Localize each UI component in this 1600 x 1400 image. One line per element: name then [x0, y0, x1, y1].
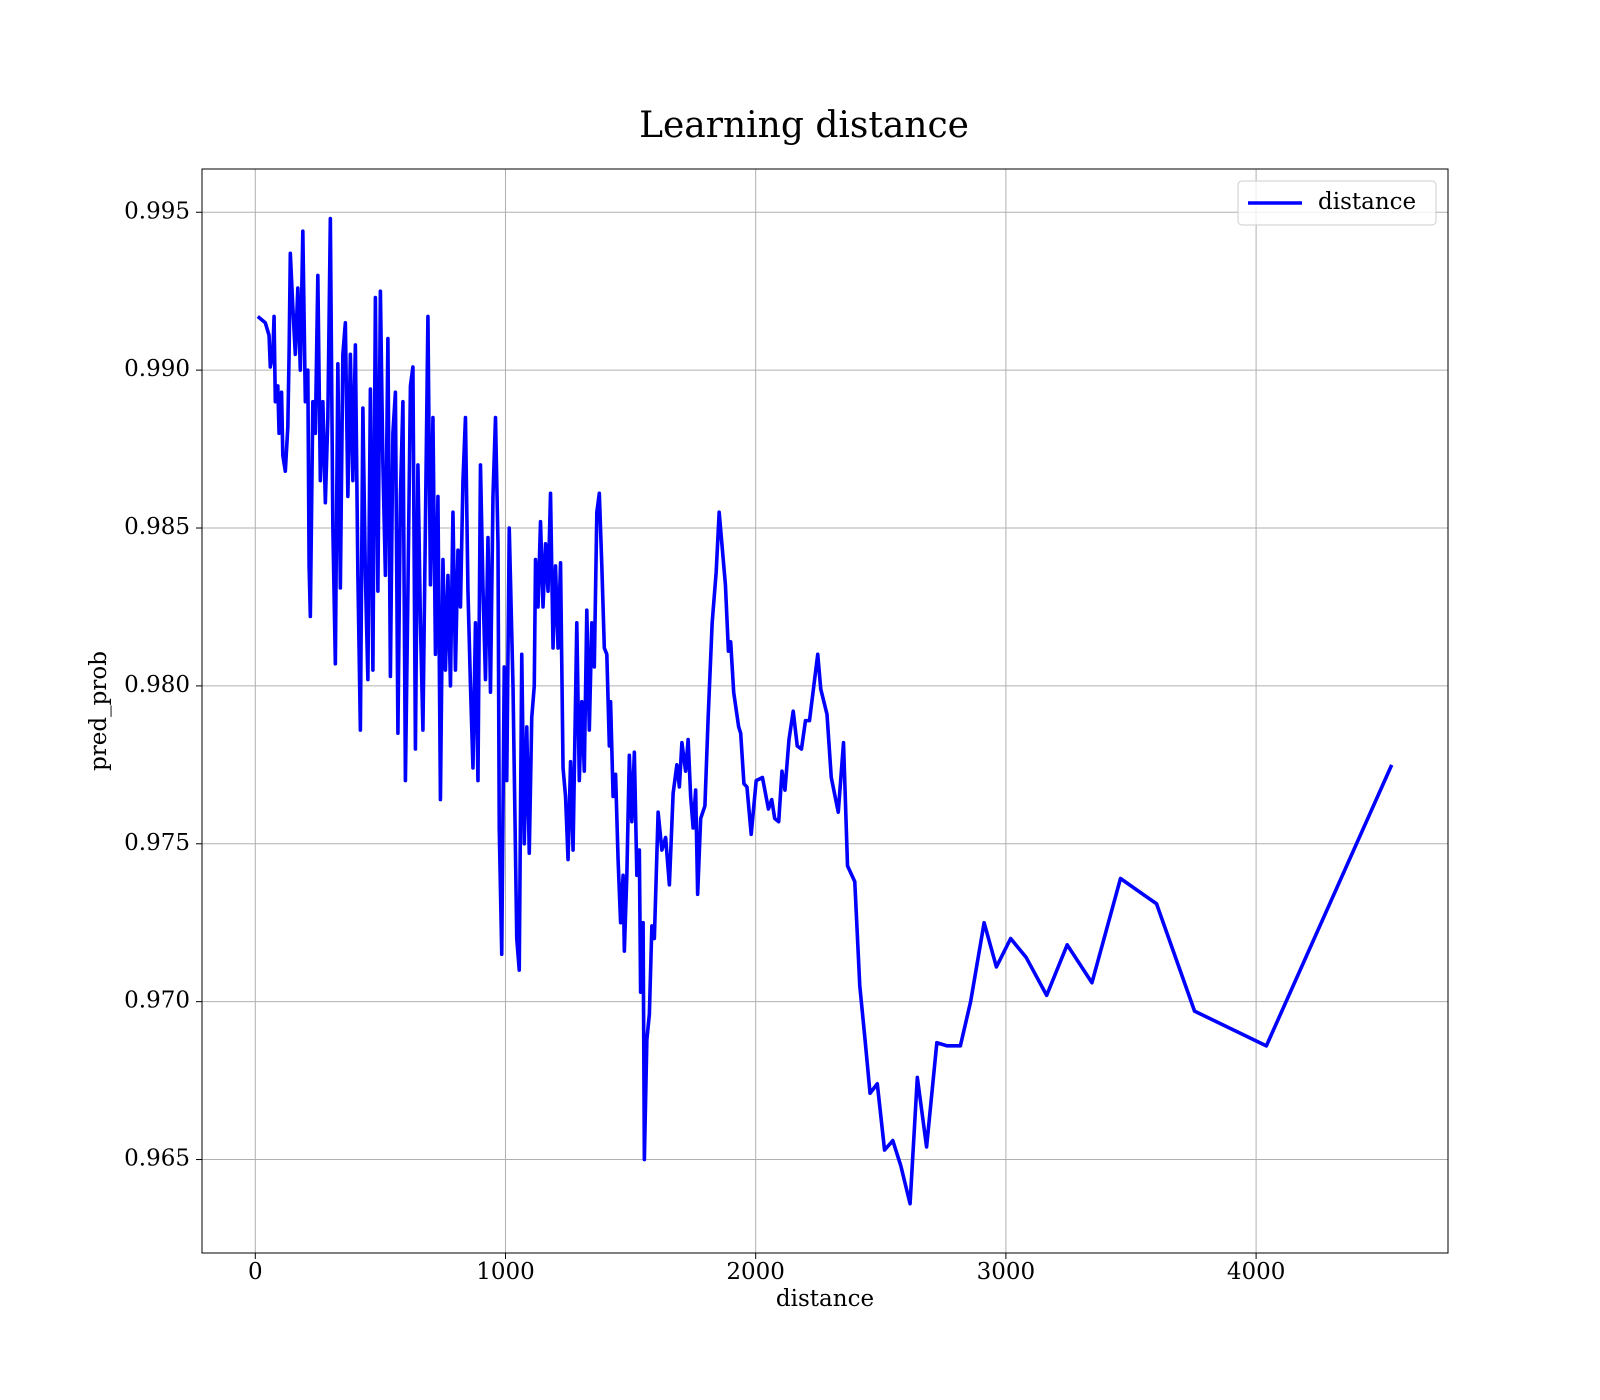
- x-tick-label: 4000: [1227, 1259, 1286, 1285]
- x-tick-label: 3000: [977, 1259, 1036, 1285]
- y-tick-label: 0.985: [124, 514, 190, 540]
- legend-box: [1237, 180, 1437, 226]
- y-axis-label: pred_prob: [86, 651, 112, 771]
- y-tick-label: 0.965: [124, 1146, 190, 1172]
- x-tick-label: 0: [248, 1259, 263, 1285]
- y-tick-label: 0.980: [124, 672, 190, 698]
- data-line: [256, 216, 1394, 1206]
- y-tick-label: 0.970: [124, 988, 190, 1014]
- x-axis-label: distance: [776, 1286, 874, 1312]
- legend-label: distance: [1318, 189, 1416, 215]
- x-tick-label: 1000: [476, 1259, 535, 1285]
- y-tick-label: 0.990: [124, 356, 190, 382]
- y-tick-label: 0.995: [124, 198, 190, 224]
- y-tick-label: 0.975: [124, 830, 190, 856]
- chart-title: Learning distance: [639, 105, 969, 146]
- plot-frame: [201, 168, 1449, 1254]
- x-tick-label: 2000: [726, 1259, 785, 1285]
